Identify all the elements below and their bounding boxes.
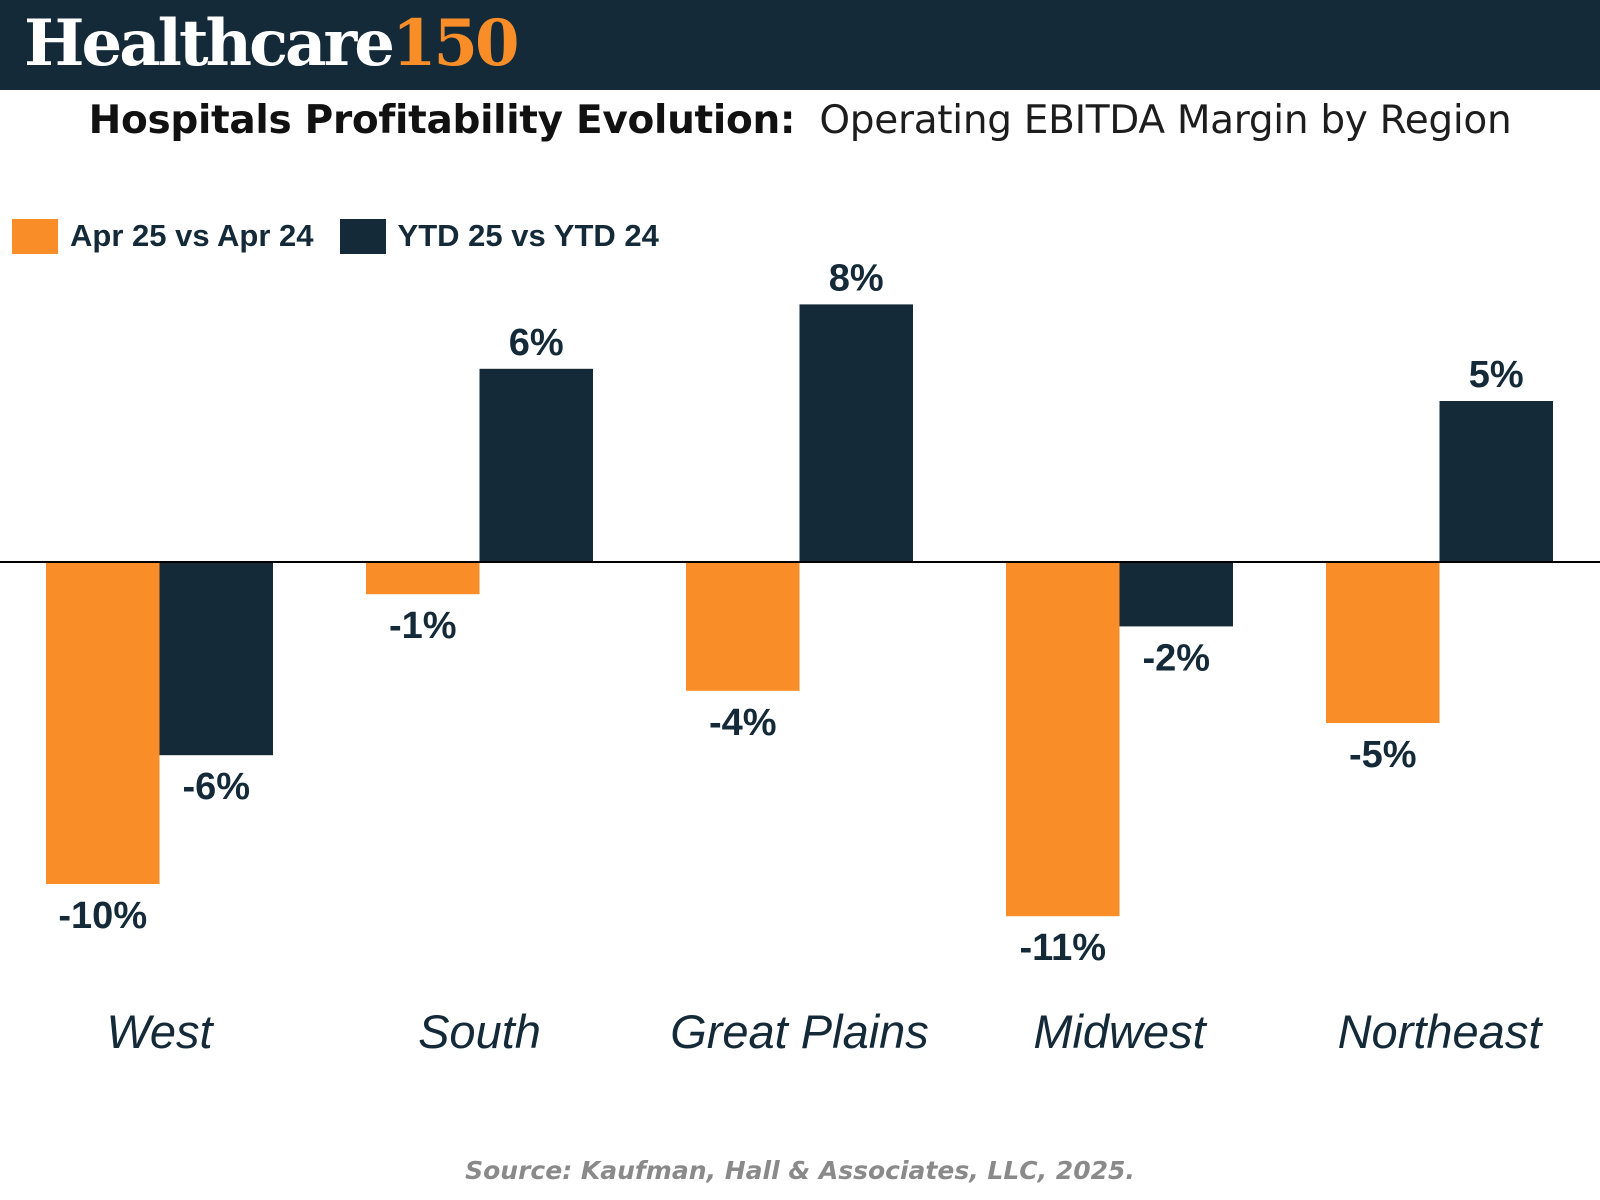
bar-west-series-1 — [46, 562, 160, 884]
bar-south-series-1 — [366, 562, 480, 595]
category-label-west: West — [106, 1005, 214, 1058]
chart-title-rest: Operating EBITDA Margin by Region — [819, 98, 1512, 143]
legend-item-apr: Apr 25 vs Apr 24 — [12, 218, 314, 254]
data-label-great-plains-series-1: -4% — [709, 702, 777, 744]
category-label-midwest: Midwest — [1033, 1005, 1207, 1058]
bar-great-plains-series-2 — [799, 304, 913, 562]
brand-logo: Healthcare150 — [24, 0, 520, 90]
legend-swatch-apr — [12, 218, 58, 254]
chart-title: Hospitals Profitability Evolution: Opera… — [0, 98, 1600, 143]
data-label-midwest-series-1: -11% — [1019, 927, 1106, 969]
data-label-south-series-2: 6% — [509, 322, 564, 364]
category-label-great-plains: Great Plains — [670, 1005, 929, 1058]
bar-midwest-series-1 — [1006, 562, 1120, 917]
category-label-south: South — [418, 1005, 541, 1058]
chart-title-bold: Hospitals Profitability Evolution: — [88, 98, 796, 143]
brand-word: Healthcare — [24, 6, 395, 81]
data-label-west-series-1: -10% — [58, 895, 147, 937]
bar-south-series-2 — [479, 368, 593, 562]
legend-label-apr: Apr 25 vs Apr 24 — [70, 218, 314, 253]
legend-item-ytd: YTD 25 vs YTD 24 — [339, 218, 659, 254]
category-label-northeast: Northeast — [1338, 1005, 1544, 1058]
data-label-northeast-series-1: -5% — [1349, 734, 1417, 776]
data-label-south-series-1: -1% — [389, 605, 457, 647]
bar-northeast-series-1 — [1326, 562, 1440, 723]
source-note: Source: Kaufman, Hall & Associates, LLC,… — [465, 1156, 1135, 1185]
brand-number: 150 — [391, 6, 520, 81]
chart-legend: Apr 25 vs Apr 24 YTD 25 vs YTD 24 — [12, 216, 685, 256]
data-label-northeast-series-2: 5% — [1469, 354, 1524, 396]
bar-midwest-series-2 — [1119, 562, 1233, 627]
header-bar: Healthcare150 — [0, 0, 1600, 90]
bar-northeast-series-2 — [1439, 401, 1553, 562]
data-label-great-plains-series-2: 8% — [829, 257, 884, 299]
legend-swatch-ytd — [339, 218, 386, 254]
data-label-midwest-series-2: -2% — [1142, 637, 1210, 679]
data-label-west-series-2: -6% — [182, 766, 250, 808]
bar-west-series-2 — [159, 562, 273, 756]
bar-great-plains-series-1 — [686, 562, 800, 691]
legend-label-ytd: YTD 25 vs YTD 24 — [397, 218, 659, 253]
